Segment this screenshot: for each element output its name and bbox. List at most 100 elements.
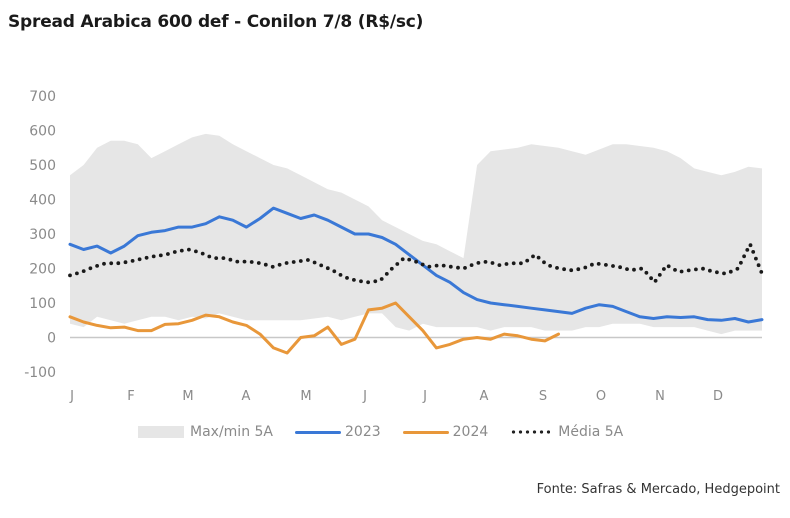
series-m-dia-5a-dot — [476, 261, 481, 265]
series-m-dia-5a-dot — [490, 261, 495, 265]
series-m-dia-5a-dot — [81, 269, 86, 273]
series-m-dia-5a-dot — [701, 266, 705, 271]
series-m-dia-5a-dot — [751, 250, 756, 254]
series-m-dia-5a-dot — [427, 264, 432, 269]
series-m-dia-5a-dot — [666, 264, 671, 269]
series-m-dia-5a-dot — [644, 270, 649, 275]
series-m-dia-5a-dot — [742, 254, 746, 259]
x-tick-label: M — [182, 389, 193, 404]
series-m-dia-5a-dot — [569, 268, 574, 273]
band-area — [70, 133, 762, 335]
series-m-dia-5a-dot — [263, 262, 268, 267]
x-tick-label: J — [69, 389, 74, 404]
series-m-dia-5a-dot — [649, 276, 653, 281]
x-tick-label: M — [300, 389, 311, 404]
series-m-dia-5a-dot — [88, 266, 93, 271]
series-m-dia-5a-dot — [632, 267, 636, 272]
series-m-dia-5a-dot — [759, 270, 764, 274]
legend-item-avg: Média 5A — [510, 424, 623, 440]
series-m-dia-5a-dot — [504, 262, 509, 266]
series-m-dia-5a-dot — [298, 259, 303, 263]
series-lines — [68, 206, 764, 355]
series-m-dia-5a-dot — [715, 270, 719, 275]
series-m-dia-5a-dot — [694, 267, 698, 272]
series-m-dia-5a-dot — [270, 264, 275, 269]
series-m-dia-5a-dot — [194, 249, 198, 254]
x-tick-label: A — [242, 389, 251, 404]
series-m-dia-5a-dot — [679, 269, 684, 274]
series-m-dia-5a-dot — [441, 263, 446, 268]
legend-avg-swatch — [510, 430, 551, 434]
x-tick-label: J — [362, 389, 367, 404]
series-m-dia-5a-dot — [319, 263, 324, 268]
series-m-dia-5a-dot — [116, 261, 121, 266]
series-m-dia-5a-dot — [284, 261, 289, 265]
legend-2024-swatch — [402, 430, 449, 434]
series-m-dia-5a-dot — [456, 265, 460, 270]
series-m-dia-5a-dot — [463, 266, 467, 270]
legend-item-band: Max/min 5A — [138, 424, 273, 440]
series-m-dia-5a-dot — [172, 250, 177, 254]
series-m-dia-5a-dot — [235, 259, 240, 264]
x-tick-label: J — [422, 389, 427, 404]
x-tick-label: O — [596, 389, 606, 404]
series-m-dia-5a-dot — [673, 268, 677, 272]
series-m-dia-5a-dot — [754, 256, 758, 261]
series-m-dia-5a-dot — [123, 260, 128, 265]
series-m-dia-5a-dot — [625, 267, 629, 271]
series-m-dia-5a-dot — [277, 262, 282, 267]
series-m-dia-5a-dot — [158, 253, 163, 258]
series-m-dia-5a-dot — [542, 260, 546, 265]
y-tick-label: 300 — [29, 227, 56, 243]
series-m-dia-5a-dot — [249, 260, 254, 264]
series-m-dia-5a-dot — [739, 260, 743, 265]
series-m-dia-5a-dot — [379, 277, 384, 281]
series-m-dia-5a-dot — [384, 272, 389, 276]
series-m-dia-5a-dot — [748, 243, 753, 248]
series-m-dia-5a-dot — [639, 266, 643, 271]
series-m-dia-5a-dot — [366, 280, 370, 285]
series-m-dia-5a-dot — [109, 261, 114, 266]
legend-band-swatch — [138, 426, 184, 438]
y-tick-label: 500 — [29, 158, 56, 174]
series-m-dia-5a-dot — [151, 254, 156, 259]
series-m-dia-5a-dot — [576, 267, 581, 272]
series-m-dia-5a-dot — [187, 247, 191, 252]
series-m-dia-5a-dot — [359, 279, 363, 284]
legend-item-2023: 2023 — [295, 424, 381, 440]
series-m-dia-5a-dot — [395, 262, 400, 266]
series-m-dia-5a-dot — [434, 263, 439, 268]
series-m-dia-5a-dot — [325, 266, 330, 271]
series-m-dia-5a-dot — [531, 254, 535, 259]
series-m-dia-5a-dot — [179, 248, 184, 253]
series-m-dia-5a-dot — [291, 260, 296, 264]
series-m-dia-5a-dot — [604, 263, 608, 267]
series-m-dia-5a-dot — [407, 257, 412, 262]
series-m-dia-5a-dot — [525, 258, 530, 263]
series-m-dia-5a-dot — [95, 264, 99, 268]
y-tick-label: 600 — [29, 124, 56, 140]
x-tick-label: D — [713, 389, 723, 404]
series-m-dia-5a-dot — [469, 263, 474, 267]
series-m-dia-5a-dot — [137, 257, 142, 262]
series-m-dia-5a-dot — [75, 271, 79, 276]
y-axis: 700 600 500 400 300 200 100 0 -100 — [24, 89, 56, 381]
series-m-dia-5a-dot — [312, 260, 317, 265]
series-m-dia-5a-dot — [722, 271, 726, 276]
series-m-dia-5a-dot — [130, 259, 135, 263]
series-m-dia-5a-dot — [519, 261, 523, 266]
series-m-dia-5a-dot — [389, 266, 394, 271]
series-2024-line — [68, 301, 560, 355]
series-m-dia-5a-dot — [420, 262, 425, 267]
series-m-dia-5a-dot — [207, 254, 212, 259]
series-m-dia-5a-dot — [657, 273, 662, 277]
x-tick-label: A — [480, 389, 489, 404]
series-m-dia-5a-dot — [144, 255, 149, 260]
series-m-dia-5a-dot — [400, 257, 405, 262]
series-m-dia-5a-dot — [68, 273, 72, 278]
series-m-dia-5a-dot — [338, 273, 343, 277]
series-m-dia-5a-dot — [483, 260, 488, 264]
series-m-dia-5a-dot — [373, 279, 378, 284]
series-m-dia-5a-dot — [414, 259, 418, 264]
